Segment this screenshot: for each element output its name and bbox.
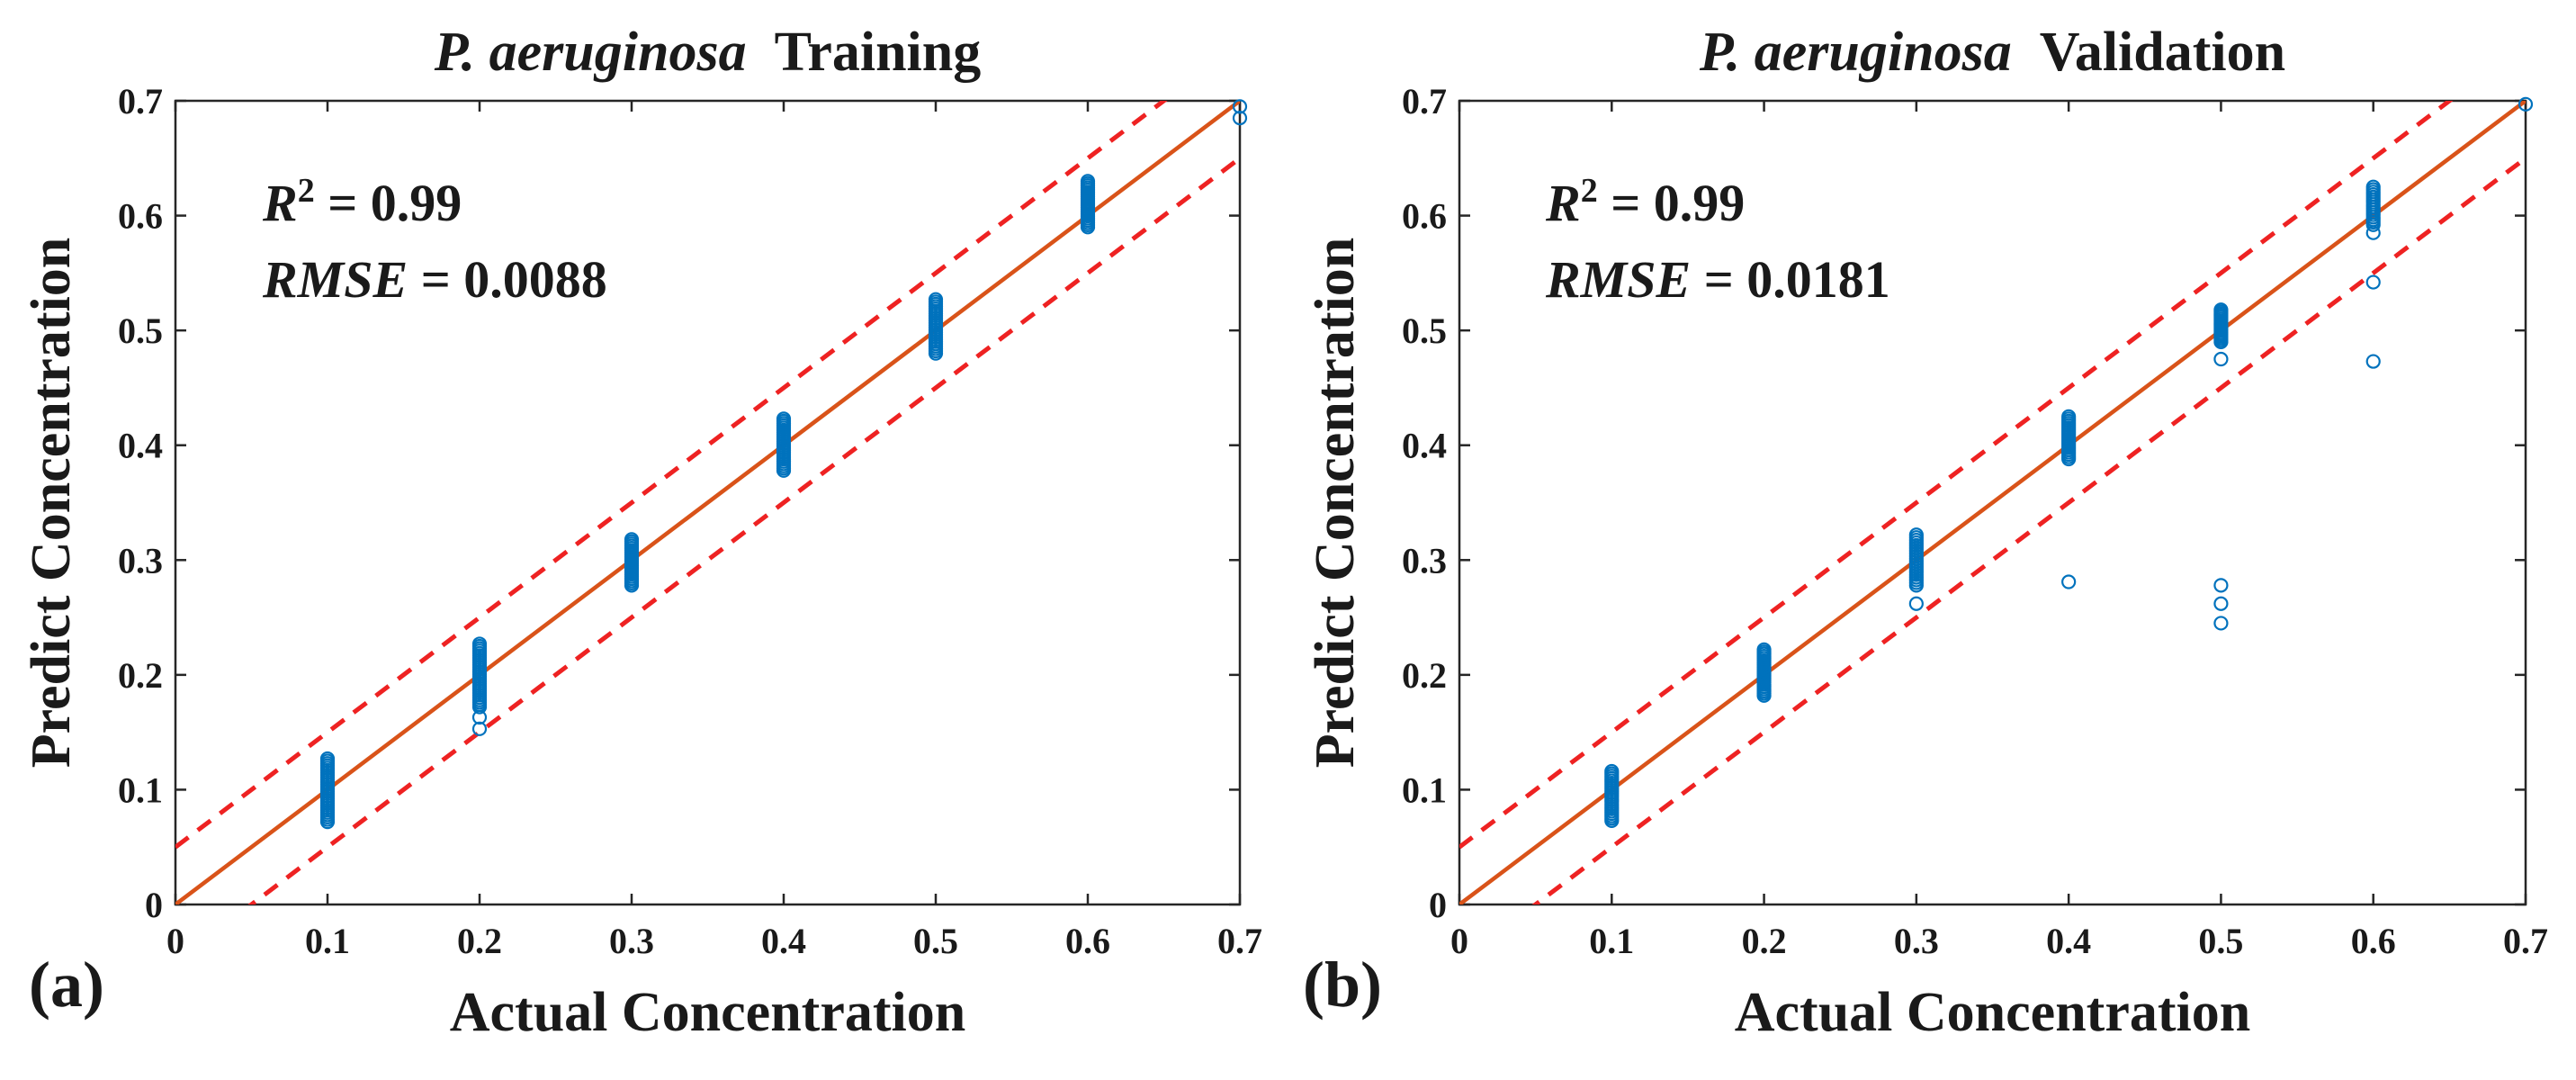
- data-point-outlier: [2518, 96, 2534, 112]
- plot-content: [175, 101, 1240, 904]
- data-point: [471, 636, 488, 652]
- chart-title-suffix: Training: [775, 22, 982, 83]
- x-tick-label: 0.4: [761, 921, 806, 961]
- data-point-outlier: [471, 709, 488, 725]
- data-point: [624, 532, 640, 547]
- rmse-value: = 0.0088: [408, 250, 607, 309]
- data-point: [776, 411, 792, 427]
- y-tick-label: 0: [1429, 885, 1447, 925]
- data-point-outlier: [2213, 351, 2229, 367]
- data-point-outlier: [2365, 354, 2381, 369]
- y-tick-label: 0.6: [118, 196, 163, 237]
- data-point: [1604, 763, 1620, 779]
- fit-line: [1459, 101, 2526, 904]
- x-tick-label: 0.3: [1894, 921, 1939, 961]
- data-point-outlier: [1232, 99, 1248, 114]
- data-point: [2365, 179, 2381, 194]
- data-point-outlier: [2213, 596, 2229, 611]
- x-axis-label: Actual Concentration: [450, 982, 965, 1043]
- y-tick-label: 0.1: [1402, 770, 1447, 810]
- x-tick-label: 0.3: [609, 921, 654, 961]
- y-tick-label: 0: [145, 885, 163, 925]
- x-tick-label: 0.6: [2351, 921, 2396, 961]
- x-tick-label: 0.7: [2503, 921, 2548, 961]
- rmse-value: = 0.0181: [1691, 250, 1890, 309]
- scatter-series: [319, 99, 1248, 830]
- panel-label: (b): [1303, 949, 1382, 1021]
- plot-content: [1459, 101, 2526, 904]
- y-tick-label: 0.2: [118, 655, 163, 696]
- rmse-annotation: RMSE = 0.0088: [262, 250, 607, 309]
- upper-bound-line: [175, 101, 1168, 850]
- chart-title: P. aeruginosa Training: [434, 22, 982, 83]
- x-tick-label: 0.2: [457, 921, 502, 961]
- x-tick-label: 0.2: [1742, 921, 1787, 961]
- y-tick-label: 0.6: [1402, 196, 1447, 237]
- x-tick-label: 0.5: [913, 921, 958, 961]
- x-tick-label: 0.7: [1217, 921, 1262, 961]
- r-squared-exponent: 2: [1581, 172, 1598, 210]
- plot-area-frame: [174, 99, 1242, 906]
- y-tick-label: 0.1: [118, 770, 163, 810]
- data-point-outlier: [2365, 274, 2381, 290]
- chart-title: P. aeruginosa Validation: [1699, 22, 2285, 83]
- x-tick-label: 0.5: [2198, 921, 2243, 961]
- data-point: [928, 292, 944, 307]
- r-squared-value: = 0.99: [315, 174, 462, 232]
- data-point-outlier: [1908, 596, 1924, 611]
- x-tick-label: 0: [1450, 921, 1468, 961]
- r-squared-symbol: R: [1545, 174, 1581, 232]
- rmse-symbol: RMSE: [262, 250, 408, 309]
- y-tick-label: 0.4: [118, 426, 163, 466]
- chart-title-suffix: Validation: [2040, 22, 2285, 83]
- y-tick-label: 0.5: [1402, 310, 1447, 351]
- rmse-symbol: RMSE: [1545, 250, 1691, 309]
- data-point-outlier: [2213, 616, 2229, 631]
- y-tick-label: 0.3: [118, 540, 163, 580]
- x-axis-label: Actual Concentration: [1735, 982, 2250, 1043]
- r-squared-exponent: 2: [298, 172, 315, 210]
- plot-area-frame: [1458, 99, 2527, 906]
- data-point: [1080, 174, 1096, 189]
- x-tick-label: 0.6: [1065, 921, 1110, 961]
- x-tick-label: 0.1: [305, 921, 350, 961]
- y-tick-label: 0.4: [1402, 426, 1447, 466]
- x-tick-label: 0: [166, 921, 184, 961]
- y-tick-label: 0.5: [118, 310, 163, 351]
- panel-label: (a): [29, 949, 104, 1021]
- data-point: [1908, 527, 1924, 543]
- y-tick-label: 0.7: [1402, 81, 1447, 122]
- data-point-outlier: [2061, 574, 2077, 590]
- chart-title-species: P. aeruginosa: [434, 22, 747, 83]
- r-squared-annotation: R2 = 0.99: [262, 172, 462, 232]
- x-tick-label: 0.1: [1589, 921, 1634, 961]
- r-squared-annotation: R2 = 0.99: [1545, 172, 1745, 232]
- data-point-outlier: [2365, 225, 2381, 240]
- r-squared-value: = 0.99: [1598, 174, 1746, 232]
- rmse-annotation: RMSE = 0.0181: [1545, 250, 1890, 309]
- data-point: [1756, 642, 1772, 657]
- y-axis-label: Predict Concentration: [21, 238, 82, 768]
- scatter-series: [1604, 96, 2534, 828]
- data-point: [2061, 409, 2077, 424]
- data-point: [319, 751, 336, 767]
- chart-title-species: P. aeruginosa: [1699, 22, 2012, 83]
- y-tick-label: 0.7: [118, 81, 163, 122]
- data-point-outlier: [2213, 578, 2229, 593]
- y-axis-label: Predict Concentration: [1305, 238, 1366, 768]
- data-point-outlier: [471, 721, 488, 736]
- r-squared-symbol: R: [262, 174, 298, 232]
- y-tick-label: 0.3: [1402, 540, 1447, 580]
- chart-panel-a: 0 0.1 0.2 0.3 0.4 0.5 0.6 0.7 0 0.1 0.2 0.3 0.4 0.5 0.…: [21, 22, 1262, 1043]
- chart-panel-b: 0 0.1 0.2 0.3 0.4 0.5 0.6 0.7 0 0.1 0.2 0.3 0.4 0.5 0.…: [1303, 22, 2548, 1043]
- data-point: [2213, 302, 2229, 318]
- data-point-outlier: [1232, 111, 1248, 126]
- fit-line: [175, 101, 1240, 904]
- upper-bound-line: [1459, 101, 2454, 850]
- x-tick-label: 0.4: [2046, 921, 2091, 961]
- y-tick-label: 0.2: [1402, 655, 1447, 696]
